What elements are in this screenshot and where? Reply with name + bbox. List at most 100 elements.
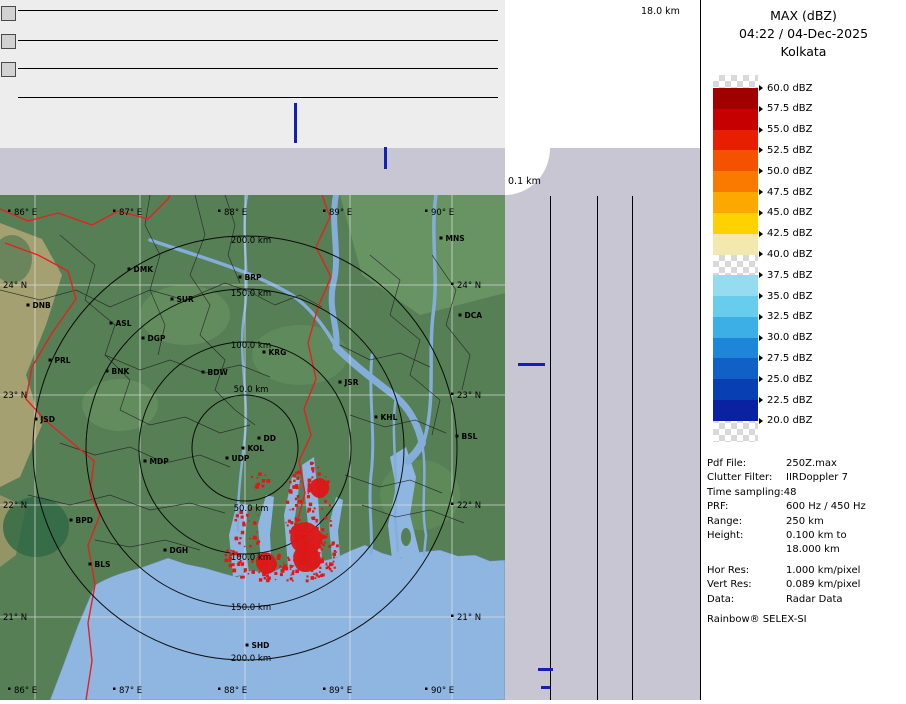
info-row-label: Time sampling: (707, 486, 784, 500)
city-label-JSR: JSR (344, 378, 359, 387)
scale-tick-label: 55.0 dBZ (767, 124, 813, 135)
info-row-label: Height: (707, 529, 786, 543)
scale-entry: 27.5 dBZ (759, 351, 813, 365)
scale-tick-icon (759, 127, 763, 133)
city-marker-BDW (202, 371, 205, 374)
radar-map-svg: 200.0 km150.0 km100.0 km50.0 km50.0 km10… (0, 195, 505, 700)
city-label-PRL: PRL (55, 356, 71, 365)
city-label-MNS: MNS (446, 234, 465, 243)
ring-label: 150.0 km (231, 289, 271, 299)
latitude-label: 22° N (3, 501, 27, 511)
grid-tick (451, 503, 454, 506)
scale-band (713, 213, 758, 234)
height-gridline (18, 68, 498, 69)
grid-tick (113, 210, 116, 213)
echo-height-bar (294, 103, 297, 143)
city-marker-BPD (70, 519, 73, 522)
scale-entry: 22.5 dBZ (759, 393, 813, 407)
scale-tick-icon (759, 314, 763, 320)
city-label-JSD: JSD (40, 415, 55, 424)
scale-entry: 35.0 dBZ (759, 289, 813, 303)
info-row: Height:0.100 km to (707, 529, 904, 543)
info-row: PRF:600 Hz / 450 Hz (707, 500, 904, 514)
height-gridline (18, 10, 498, 11)
info-row-label: Vert Res: (707, 578, 786, 592)
latitude-label: 24° N (457, 281, 481, 291)
height-gridline (18, 97, 498, 98)
city-marker-SUR (171, 298, 174, 301)
scale-band (713, 358, 758, 379)
scale-entry: 25.0 dBZ (759, 372, 813, 386)
city-label-BSL: BSL (462, 432, 478, 441)
info-row-value: 1.000 km/pixel (786, 564, 860, 578)
city-marker-JSD (35, 418, 38, 421)
echo-height-mark (518, 363, 545, 366)
ring-label: 50.0 km (234, 385, 269, 395)
city-label-BNK: BNK (112, 367, 131, 376)
latitude-label: 23° N (3, 391, 27, 401)
grid-tick (8, 210, 11, 213)
scale-band (713, 400, 758, 421)
scale-tick-icon (759, 231, 763, 237)
scale-tick-label: 50.0 dBZ (767, 166, 813, 177)
scale-entry: 55.0 dBZ (759, 123, 813, 137)
scale-tick-icon (759, 355, 763, 361)
info-row-label: Data: (707, 593, 786, 607)
city-label-BRP: BRP (245, 273, 262, 282)
scale-tick-label: 57.5 dBZ (767, 103, 813, 114)
city-marker-MNS (440, 237, 443, 240)
latitude-label: 22° N (457, 501, 481, 511)
city-label-DMK: DMK (134, 265, 155, 274)
panel-handle[interactable] (1, 34, 16, 49)
city-label-SUR: SUR (177, 295, 194, 304)
longitude-label: 86° E (14, 686, 37, 696)
latitude-label: 23° N (457, 391, 481, 401)
scale-band (713, 130, 758, 151)
scale-tick-label: 40.0 dBZ (767, 249, 813, 260)
scale-tick-label: 32.5 dBZ (767, 311, 813, 322)
scale-band (713, 234, 758, 255)
city-label-DGP: DGP (148, 334, 166, 343)
scale-tick-label: 47.5 dBZ (767, 187, 813, 198)
panel-handle[interactable] (1, 62, 16, 77)
city-label-BDW: BDW (208, 368, 229, 377)
longitude-label: 88° E (224, 208, 247, 218)
grid-tick (323, 210, 326, 213)
scale-tick-label: 35.0 dBZ (767, 291, 813, 302)
longitude-label: 86° E (14, 208, 37, 218)
scale-band (713, 296, 758, 317)
scale-tick-icon (759, 418, 763, 424)
radar-map: 200.0 km150.0 km100.0 km50.0 km50.0 km10… (0, 195, 505, 700)
software-brand: Rainbow® SELEX-SI (707, 614, 807, 625)
echo-height-mark (541, 686, 550, 689)
city-marker-UDP (226, 457, 229, 460)
scale-entry: 47.5 dBZ (759, 185, 813, 199)
info-row: Time sampling:48 (707, 486, 904, 500)
scale-entry: 50.0 dBZ (759, 164, 813, 178)
product-datetime: 04:22 / 04-Dec-2025 (701, 26, 906, 41)
latitude-label: 24° N (3, 281, 27, 291)
city-marker-PRL (49, 359, 52, 362)
latitude-label: 21° N (457, 613, 481, 623)
city-label-BPD: BPD (76, 516, 93, 525)
ring-label: 200.0 km (231, 654, 271, 664)
info-row-value: Radar Data (786, 593, 843, 607)
grid-tick (425, 688, 428, 691)
info-row: Pdf File:250Z.max (707, 457, 904, 471)
info-row-label: Clutter Filter: (707, 471, 786, 485)
grid-tick (113, 688, 116, 691)
info-row-value: 18.000 km (786, 543, 840, 557)
info-row: Clutter Filter:IIRDoppler 7 (707, 471, 904, 485)
scale-band (713, 150, 758, 171)
scale-tick-label: 42.5 dBZ (767, 228, 813, 239)
scale-entry: 57.5 dBZ (759, 102, 813, 116)
longitude-label: 87° E (119, 686, 142, 696)
longitude-label: 88° E (224, 686, 247, 696)
info-row-value: 0.100 km to (786, 529, 847, 543)
grid-tick (451, 283, 454, 286)
city-marker-KHL (375, 416, 378, 419)
scale-entry: 45.0 dBZ (759, 206, 813, 220)
info-row: Data:Radar Data (707, 593, 904, 607)
panel-handle[interactable] (1, 6, 16, 21)
echo-height-bar (384, 147, 387, 169)
